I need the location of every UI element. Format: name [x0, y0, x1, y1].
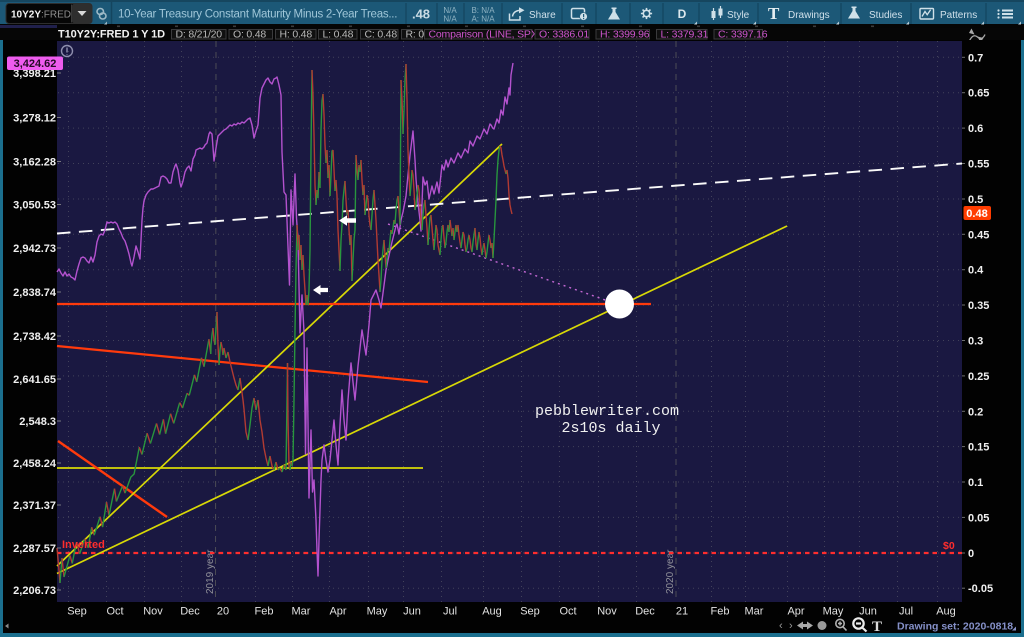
svg-text:2,838.74: 2,838.74: [13, 287, 57, 299]
svg-text:Oct: Oct: [559, 606, 576, 618]
svg-text:.48: .48: [412, 7, 430, 22]
svg-text:2,458.24: 2,458.24: [13, 458, 57, 470]
svg-text:3,162.28: 3,162.28: [13, 157, 56, 169]
svg-text:T: T: [872, 619, 882, 635]
svg-text:Share: Share: [529, 10, 556, 21]
svg-text:Feb: Feb: [255, 606, 274, 618]
svg-text:2019 year: 2019 year: [205, 549, 216, 594]
svg-text:Sep: Sep: [520, 606, 540, 618]
svg-text:2,206.73: 2,206.73: [13, 585, 56, 597]
svg-text:0.5: 0.5: [968, 194, 983, 206]
svg-text:N/A: N/A: [443, 6, 457, 15]
svg-text:T: T: [768, 4, 780, 23]
svg-text:0.05: 0.05: [968, 512, 989, 524]
svg-text:Studies: Studies: [869, 10, 902, 21]
svg-text:0.45: 0.45: [968, 229, 989, 241]
svg-text:0.2: 0.2: [968, 406, 983, 418]
svg-text:Apr: Apr: [787, 606, 804, 618]
svg-text:20: 20: [217, 606, 229, 618]
svg-text:2,548.3: 2,548.3: [19, 416, 56, 428]
svg-text:Aug: Aug: [482, 606, 502, 618]
svg-text:Patterns: Patterns: [940, 10, 977, 21]
svg-text:0.6: 0.6: [968, 123, 983, 135]
svg-text:3,278.12: 3,278.12: [13, 113, 56, 125]
svg-text:Mar: Mar: [745, 606, 764, 618]
svg-text:0: 0: [968, 548, 974, 560]
svg-text:›: ›: [789, 620, 793, 632]
svg-text:Apr: Apr: [329, 606, 346, 618]
svg-text:C: 3397.16: C: 3397.16: [718, 28, 768, 40]
svg-text:Mar: Mar: [292, 606, 311, 618]
svg-text:0.15: 0.15: [968, 442, 989, 454]
svg-text:H: 0.48: H: 0.48: [280, 28, 313, 40]
svg-text:2,641.65: 2,641.65: [13, 374, 56, 386]
svg-text:Style: Style: [727, 10, 750, 21]
svg-text:T10Y2Y:FRED 1 Y 1D: T10Y2Y:FRED 1 Y 1D: [58, 29, 165, 41]
svg-text:D: 8/21/20: D: 8/21/20: [176, 28, 223, 40]
svg-text:21: 21: [676, 606, 688, 618]
svg-text:Jul: Jul: [899, 606, 913, 618]
svg-text:Comparison (LINE, SPX): Comparison (LINE, SPX): [429, 28, 541, 40]
svg-text:3,398.21: 3,398.21: [13, 68, 56, 80]
svg-text:L: 3379.31: L: 3379.31: [661, 28, 709, 40]
svg-text:May: May: [367, 606, 388, 618]
svg-text:Dec: Dec: [635, 606, 655, 618]
svg-text:Jun: Jun: [859, 606, 877, 618]
svg-text:0.25: 0.25: [968, 371, 989, 383]
svg-text:N/A: N/A: [443, 15, 457, 24]
svg-text:2020 year: 2020 year: [665, 549, 676, 594]
svg-text:Drawing set: 2020-0818: Drawing set: 2020-0818: [897, 621, 1013, 633]
svg-text:0.3: 0.3: [968, 336, 983, 348]
svg-text:0.4: 0.4: [968, 265, 984, 277]
svg-text:Jul: Jul: [443, 606, 457, 618]
svg-text:May: May: [823, 606, 844, 618]
svg-text:0.1: 0.1: [968, 477, 983, 489]
svg-text:2,738.42: 2,738.42: [13, 331, 56, 343]
svg-text:$0: $0: [943, 540, 955, 552]
svg-text:O: 3386.01: O: 3386.01: [539, 28, 589, 40]
svg-text:R: 0: R: 0: [406, 28, 425, 40]
svg-text:H: 3399.96: H: 3399.96: [600, 28, 650, 40]
svg-text:L: 0.48: L: 0.48: [323, 28, 354, 40]
svg-text:0.65: 0.65: [968, 88, 989, 100]
svg-text:Feb: Feb: [711, 606, 730, 618]
svg-text:2s10s daily: 2s10s daily: [561, 420, 660, 437]
svg-text:3,424.62: 3,424.62: [14, 58, 57, 70]
svg-text:pebblewriter.com: pebblewriter.com: [535, 403, 679, 420]
svg-text:Nov: Nov: [597, 606, 617, 618]
svg-text:Dec: Dec: [180, 606, 200, 618]
svg-text:D: D: [678, 7, 687, 21]
svg-text:Inverted: Inverted: [62, 539, 105, 551]
svg-text:A: N/A: A: N/A: [471, 15, 495, 24]
svg-text:Aug: Aug: [936, 606, 956, 618]
svg-text:2,287.57: 2,287.57: [13, 543, 56, 555]
svg-text:Drawings: Drawings: [788, 10, 830, 21]
svg-text:‹: ‹: [779, 620, 783, 632]
svg-text:Oct: Oct: [106, 606, 123, 618]
svg-text:Nov: Nov: [143, 606, 163, 618]
svg-text:10Y2Y:FRED: 10Y2Y:FRED: [11, 10, 71, 21]
svg-text:10-Year Treasury Constant Matu: 10-Year Treasury Constant Maturity Minus…: [118, 9, 397, 21]
svg-text:2,942.73: 2,942.73: [13, 243, 56, 255]
svg-text:-0.05: -0.05: [968, 583, 993, 595]
svg-text:B: N/A: B: N/A: [471, 6, 495, 15]
svg-text:C: 0.48: C: 0.48: [365, 28, 398, 40]
svg-text:2,371.37: 2,371.37: [13, 500, 56, 512]
svg-text:0.55: 0.55: [968, 159, 989, 171]
svg-text:0.7: 0.7: [968, 52, 983, 64]
svg-text:0.35: 0.35: [968, 300, 989, 312]
svg-text:Sep: Sep: [67, 606, 87, 618]
svg-text:3,050.53: 3,050.53: [13, 200, 56, 212]
svg-text:0.48: 0.48: [966, 208, 987, 220]
svg-text:O: 0.48: O: 0.48: [233, 28, 266, 40]
svg-text:Jun: Jun: [403, 606, 421, 618]
